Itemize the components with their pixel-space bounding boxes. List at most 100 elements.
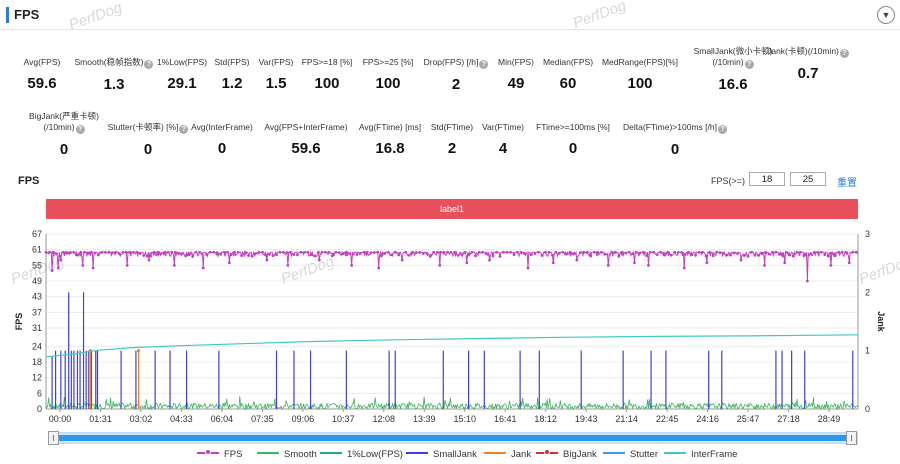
series-fps-point bbox=[589, 254, 593, 258]
metric-value: 49 bbox=[507, 75, 525, 92]
series-fps-point bbox=[491, 254, 495, 258]
metric-value: 16.6 bbox=[718, 76, 748, 93]
help-icon[interactable]: ? bbox=[744, 60, 754, 69]
series-fps-point bbox=[219, 252, 223, 256]
series-fps-point bbox=[208, 250, 212, 254]
metric-label: SmallJank(微小卡顿)(/10min)? bbox=[688, 46, 778, 69]
series-fps-point bbox=[551, 261, 555, 265]
threshold-input-2[interactable] bbox=[790, 172, 826, 186]
series-fps-point bbox=[844, 250, 848, 254]
series-fps-point bbox=[505, 250, 509, 254]
time-range-slider[interactable] bbox=[48, 431, 858, 445]
series-fps-point bbox=[103, 250, 107, 254]
metric-label: Avg(FPS) bbox=[0, 57, 102, 68]
legend-item-smalljank[interactable]: SmallJank bbox=[406, 449, 477, 460]
series-fps-point bbox=[173, 250, 177, 254]
series-fps-point bbox=[124, 250, 128, 254]
series-fps-point bbox=[96, 253, 100, 257]
series-fps-point bbox=[568, 250, 572, 254]
threshold-input-1[interactable] bbox=[749, 172, 785, 186]
legend-item-jank[interactable]: Jank bbox=[484, 449, 531, 460]
series-fps-point bbox=[802, 254, 806, 258]
chevron-down-icon[interactable]: ▼ bbox=[877, 6, 895, 24]
series-fps-point bbox=[760, 252, 764, 255]
legend-item-1-low-fps-[interactable]: 1%Low(FPS) bbox=[320, 449, 403, 460]
series-fps-point bbox=[446, 250, 450, 254]
legend-item-interframe[interactable]: InterFrame bbox=[664, 449, 737, 460]
series-fps-point bbox=[393, 250, 397, 254]
series-fps-point bbox=[125, 263, 129, 267]
series-fps-point bbox=[484, 252, 488, 256]
metric-metrics_row1-11: SmallJank(微小卡顿)(/10min)? 16.6 bbox=[673, 46, 793, 94]
metric-metrics_row1-2: 1%Low(FPS) 29.1 bbox=[122, 57, 242, 93]
series-fps-point bbox=[705, 261, 709, 265]
x-tick-label: 22:45 bbox=[656, 414, 679, 424]
help-icon[interactable]: ? bbox=[75, 125, 85, 134]
metric-metrics_row1-0: Avg(FPS) 59.6 bbox=[0, 57, 102, 93]
series-fps-point bbox=[438, 263, 442, 267]
series-fps-point bbox=[847, 261, 851, 265]
metric-metrics_row2-1: Stutter(卡顿率) [%]? 0 bbox=[88, 122, 208, 159]
series-fps-point bbox=[812, 250, 816, 254]
reset-button[interactable]: 重置 bbox=[837, 178, 857, 189]
series-fps-point bbox=[264, 253, 268, 257]
series-fps-point bbox=[732, 251, 736, 255]
series-fps-point bbox=[502, 250, 505, 254]
series-fps-point bbox=[687, 250, 691, 254]
legend-item-bigjank[interactable]: BigJank bbox=[536, 449, 597, 460]
series-fps-point bbox=[337, 251, 341, 254]
metric-label-text: FPS>=25 [%] bbox=[362, 57, 414, 67]
series-fps-point bbox=[851, 250, 855, 254]
metric-label-text: Std(FTime) bbox=[430, 122, 474, 132]
legend-label: Stutter bbox=[630, 449, 658, 460]
help-icon[interactable]: ? bbox=[479, 60, 489, 69]
series-fps-point bbox=[564, 252, 568, 256]
series-fps-point bbox=[826, 254, 830, 258]
metric-metrics_row2-6: Var(FTime) 4 bbox=[443, 122, 563, 158]
series-fps-point bbox=[439, 250, 443, 254]
metric-label: Jank(卡顿)(/10min)? bbox=[763, 46, 853, 58]
series-fps-point bbox=[767, 252, 771, 256]
slider-left-handle[interactable] bbox=[48, 431, 59, 445]
series-fps-point bbox=[739, 258, 743, 262]
help-icon[interactable]: ? bbox=[717, 125, 727, 134]
x-tick-label: 28:49 bbox=[818, 414, 841, 424]
series-fps-point bbox=[617, 254, 621, 258]
series-fps-point bbox=[631, 252, 635, 256]
legend-label: SmallJank bbox=[433, 449, 477, 460]
metric-label: Median(FPS) bbox=[508, 57, 628, 68]
metric-label-text: Min(FPS) bbox=[498, 57, 534, 67]
legend-item-fps[interactable]: FPS bbox=[197, 449, 242, 460]
x-tick-label: 04:33 bbox=[170, 414, 193, 424]
help-icon[interactable]: ? bbox=[179, 125, 189, 134]
series-fps-point bbox=[428, 254, 432, 258]
series-fps-point bbox=[138, 252, 142, 256]
series-fps-point bbox=[390, 253, 394, 257]
series-fps-point bbox=[358, 252, 362, 255]
label-bar[interactable]: label1 bbox=[46, 199, 858, 219]
series-fps-point bbox=[537, 250, 540, 254]
series-fps-point bbox=[114, 250, 118, 254]
series-fps-point bbox=[788, 253, 792, 257]
legend-label: InterFrame bbox=[691, 449, 738, 460]
series-fps-point bbox=[557, 251, 561, 255]
series-jank-point bbox=[136, 349, 141, 353]
series-fps-point bbox=[282, 250, 285, 254]
series-fps-point bbox=[313, 254, 317, 258]
series-fps-point bbox=[44, 250, 48, 254]
legend-item-smooth[interactable]: Smooth bbox=[257, 449, 317, 460]
series-fps-point bbox=[530, 253, 533, 256]
metric-label-text: Delta(FTime)>100ms [/h] bbox=[623, 122, 717, 132]
help-icon[interactable]: ? bbox=[839, 49, 849, 58]
series-fps-point bbox=[268, 252, 271, 256]
metric-value: 0 bbox=[670, 141, 680, 158]
slider-right-handle[interactable] bbox=[846, 431, 857, 445]
help-icon[interactable]: ? bbox=[144, 60, 154, 69]
legend-item-stutter[interactable]: Stutter bbox=[603, 449, 658, 460]
metric-label-text: Std(FPS) bbox=[214, 57, 250, 67]
metric-label: Drop(FPS) [/h]? bbox=[396, 57, 516, 69]
series-fps-point bbox=[236, 250, 240, 254]
metric-value: 0 bbox=[568, 140, 578, 157]
legend-label: 1%Low(FPS) bbox=[347, 449, 403, 460]
